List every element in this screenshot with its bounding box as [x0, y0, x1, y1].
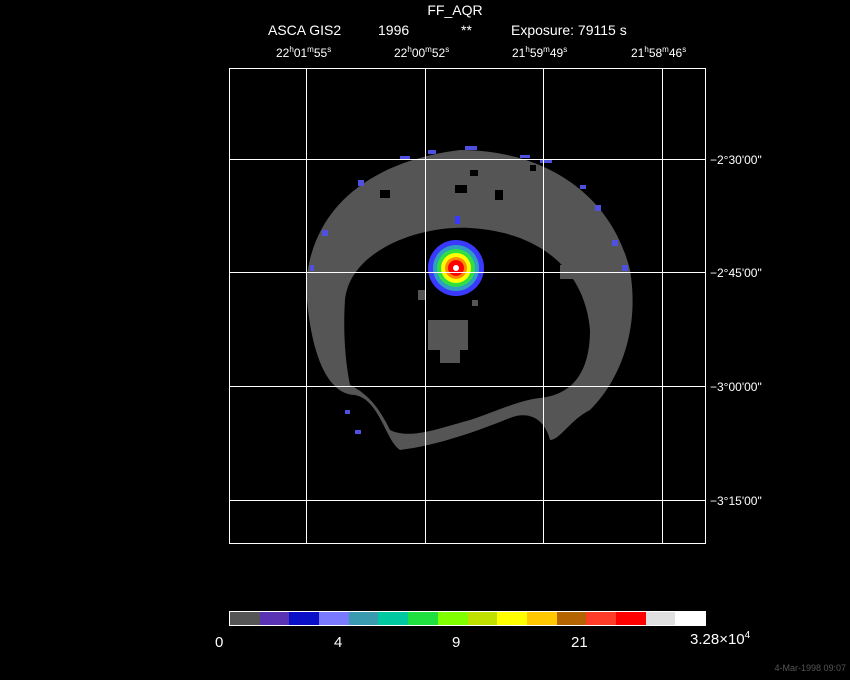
colorbar-swatch [557, 612, 586, 625]
object-title: FF_AQR [427, 2, 483, 18]
dec-tick: −3°00'00" [710, 380, 762, 394]
colorbar-swatch [408, 612, 438, 625]
dec-tick: −2°30'00" [710, 153, 762, 167]
dec-tick: −2°45'00" [710, 266, 762, 280]
edge-fringe [310, 146, 628, 434]
timestamp: 4-Mar-1998 09:07 [774, 663, 846, 673]
colorbar-swatch [675, 612, 705, 625]
ra-tick: 21h58m46s [631, 45, 687, 60]
colorbar-swatch [378, 612, 408, 625]
colorbar-swatch [319, 612, 349, 625]
colorbar-swatch [289, 612, 319, 625]
colorbar-frame [229, 611, 706, 626]
colorbar-swatch [349, 612, 378, 625]
colorbar-swatch [586, 612, 616, 625]
plot-frame [229, 68, 706, 544]
colorbar-label: 9 [452, 634, 461, 651]
colorbar-swatch [468, 612, 497, 625]
stars-label: ** [461, 22, 472, 38]
colorbar-swatch [438, 612, 468, 625]
colorbar-label: 21 [571, 634, 588, 651]
ra-tick: 22h00m52s [394, 45, 450, 60]
colorbar-label: 4 [334, 634, 343, 651]
colorbar-swatch [616, 612, 646, 625]
colorbar-swatch [260, 612, 289, 625]
year-label: 1996 [378, 22, 410, 38]
dec-tick: −3°15'00" [710, 494, 762, 508]
colorbar-swatch [497, 612, 527, 625]
colorbar-swatch [230, 612, 260, 625]
colorbar-max-label: 3.28×104 [690, 630, 751, 648]
telescope-label: ASCA GIS2 [268, 22, 342, 38]
colorbar-label: 0 [215, 634, 224, 651]
ra-tick: 22h01m55s [276, 45, 332, 60]
exposure-label: Exposure: 79115 s [511, 22, 627, 38]
ra-tick: 21h59m49s [512, 45, 568, 60]
colorbar-swatch [646, 612, 675, 625]
colorbar [230, 612, 705, 625]
coordinate-grid [229, 68, 705, 543]
detector-field [306, 150, 633, 450]
colorbar-swatch [527, 612, 557, 625]
source-blob [428, 216, 484, 296]
